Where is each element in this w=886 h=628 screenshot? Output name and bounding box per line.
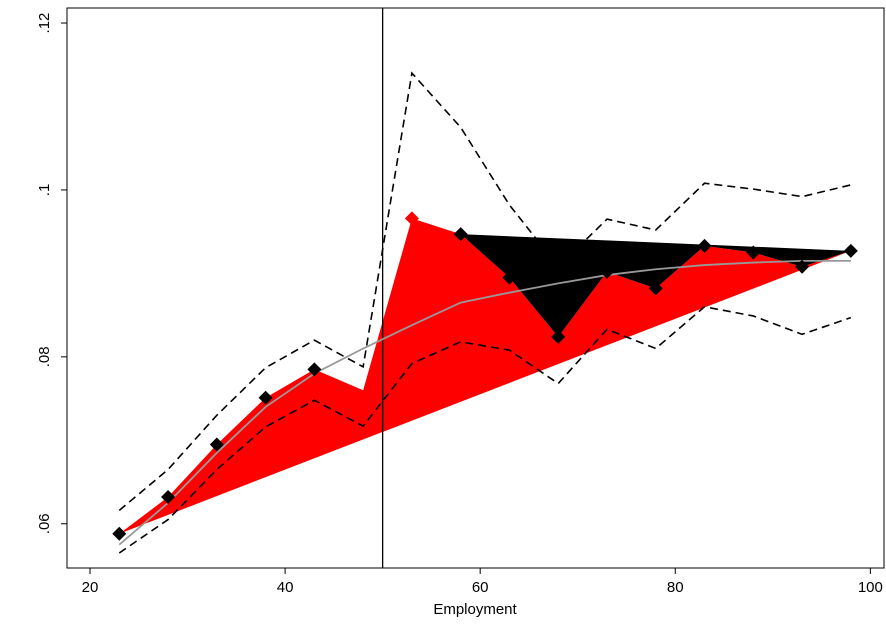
- x-tick-label: 40: [277, 579, 294, 596]
- marker: [599, 264, 614, 279]
- marker: [746, 245, 761, 260]
- marker: [307, 362, 322, 377]
- marker: [258, 390, 273, 405]
- marker: [453, 227, 468, 242]
- area-fill: [119, 218, 851, 534]
- marker: [404, 211, 419, 226]
- y-tick-label: .06: [36, 513, 53, 534]
- x-tick-label: 20: [82, 579, 99, 596]
- x-tick-label: 100: [858, 579, 883, 596]
- marker: [209, 437, 224, 452]
- marker: [648, 281, 663, 296]
- x-axis-label: Employment: [433, 601, 517, 618]
- marker: [502, 270, 517, 285]
- x-tick-label: 60: [472, 579, 489, 596]
- x-tick-label: 80: [667, 579, 684, 596]
- marker: [551, 329, 566, 344]
- y-tick-label: .1: [36, 184, 53, 197]
- ci-line: [118, 71, 852, 512]
- marker: [843, 243, 858, 258]
- marker: [697, 238, 712, 253]
- y-tick-label: .12: [36, 13, 53, 34]
- ci-line: [118, 305, 852, 554]
- marker: [161, 490, 176, 505]
- marker: [795, 259, 810, 274]
- marker: [112, 526, 127, 541]
- fit-line: [118, 259, 851, 546]
- y-tick-label: .08: [36, 346, 53, 367]
